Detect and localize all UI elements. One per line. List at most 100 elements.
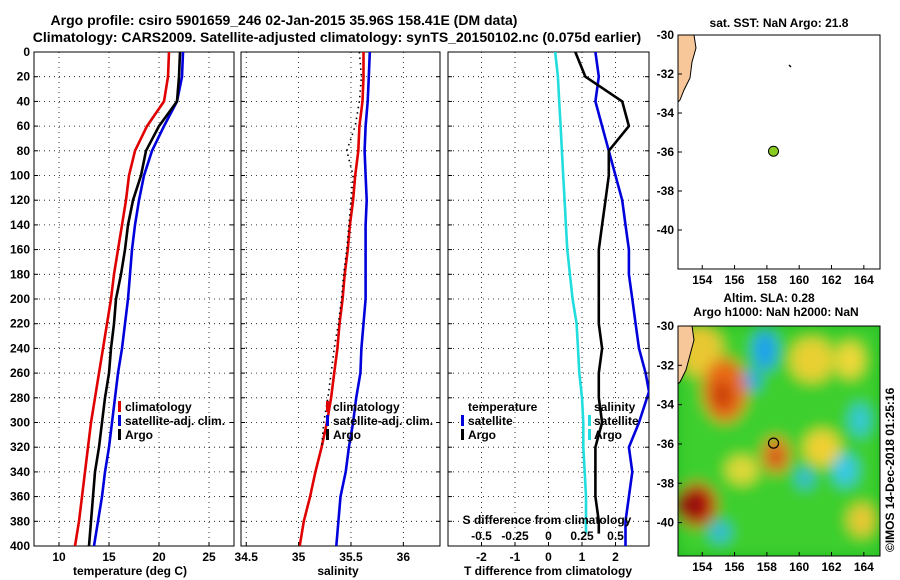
temperature-series bbox=[73, 52, 185, 546]
sst-map-title: sat. SST: NaN Argo: 21.8 bbox=[710, 16, 849, 30]
map-y-tick-label: -34 bbox=[657, 106, 675, 120]
legend-swatch-argo bbox=[326, 429, 329, 440]
legend-swatch-t-satellite bbox=[461, 415, 464, 426]
salinity-xlabel: salinity bbox=[317, 564, 359, 578]
y-tick-label: 320 bbox=[10, 440, 30, 454]
map-y-tick-label: -32 bbox=[657, 67, 675, 81]
legend-title-temperature: temperature bbox=[468, 400, 538, 414]
temperature-grid bbox=[34, 51, 234, 547]
map-y-tick-label: -34 bbox=[657, 398, 675, 412]
sla-positive-anomaly bbox=[712, 381, 732, 409]
sla-positive-anomaly bbox=[848, 504, 876, 536]
sla-heatmap bbox=[678, 326, 880, 556]
sla-negative-anomaly bbox=[833, 454, 857, 486]
y-tick-label: 40 bbox=[17, 94, 31, 108]
y-tick-label: 260 bbox=[10, 366, 30, 380]
sst-map-land bbox=[678, 35, 792, 103]
series-line-climatology bbox=[73, 52, 171, 546]
y-tick-label: 240 bbox=[10, 341, 30, 355]
difference-grid bbox=[448, 51, 649, 547]
map-x-tick-label: 154 bbox=[692, 273, 712, 287]
sla-map-title-1: Altim. SLA: 0.28 bbox=[723, 291, 815, 305]
title-line-2: Climatology: CARS2009. Satellite-adjuste… bbox=[33, 29, 641, 45]
sst-map-ticks: 154 156 158 160 162 164 -30 -32 -34 -36 -38 -40 bbox=[657, 28, 875, 287]
difference-xlabel: T difference from climatology bbox=[464, 564, 632, 578]
map-y-tick-label: -30 bbox=[657, 319, 675, 333]
sla-negative-anomaly bbox=[850, 404, 870, 436]
y-tick-label: 0 bbox=[23, 45, 30, 59]
map-y-tick-label: -40 bbox=[657, 223, 675, 237]
legend-label-satellite: satellite-adj. clim. bbox=[125, 414, 225, 428]
legend-label-t-satellite: satellite bbox=[468, 414, 513, 428]
x-tick-label: -1 bbox=[510, 550, 521, 564]
difference-legend: temperature satellite Argo salinity sate… bbox=[461, 400, 639, 442]
y-tick-label: 20 bbox=[17, 70, 31, 84]
y-tick-label: 200 bbox=[10, 292, 30, 306]
argo-position-marker bbox=[767, 437, 780, 449]
y-tick-label: 120 bbox=[10, 193, 30, 207]
series-line-salinity-satellite bbox=[553, 52, 588, 534]
map-y-tick-label: -36 bbox=[657, 437, 675, 451]
y-tick-label: 360 bbox=[10, 490, 30, 504]
legend-swatch-s-satellite bbox=[588, 415, 591, 426]
sla-negative-anomaly bbox=[710, 522, 730, 542]
salinity-panel bbox=[240, 51, 441, 547]
x-tick-label: 0 bbox=[545, 550, 552, 564]
map-x-tick-label: 162 bbox=[822, 560, 842, 574]
legend-swatch-climatology bbox=[118, 401, 121, 412]
x-tick-label: 25 bbox=[202, 550, 216, 564]
sla-positive-anomaly bbox=[681, 491, 705, 519]
map-x-tick-label: 154 bbox=[692, 560, 712, 574]
series-line-argo bbox=[320, 52, 363, 448]
x-tick-label: 35.5 bbox=[339, 550, 363, 564]
s-tick-label: -0.5 bbox=[471, 529, 492, 543]
x-tick-label: 15 bbox=[102, 550, 116, 564]
s-difference-label: S difference from climatology bbox=[463, 513, 632, 527]
legend-label-argo: Argo bbox=[125, 428, 153, 442]
map-y-tick-label: -36 bbox=[657, 145, 675, 159]
map-x-tick-label: 162 bbox=[822, 273, 842, 287]
sla-negative-anomaly bbox=[744, 370, 760, 390]
y-tick-label: 60 bbox=[17, 119, 31, 133]
sla-anomaly-field bbox=[678, 326, 880, 556]
sla-positive-anomaly bbox=[804, 430, 840, 466]
legend-swatch-t-argo bbox=[461, 429, 464, 440]
y-tick-label: 400 bbox=[10, 539, 30, 553]
legend-label-s-satellite: satellite bbox=[594, 414, 639, 428]
legend-label-t-argo: Argo bbox=[468, 428, 496, 442]
axis-ticks: 0204060801001201401601802002202402602803… bbox=[10, 45, 649, 564]
coastline bbox=[678, 35, 697, 103]
map-y-tick-label: -30 bbox=[657, 28, 675, 42]
series-line-temperature-argo bbox=[574, 52, 631, 534]
x-tick-label: -2 bbox=[476, 550, 487, 564]
y-tick-label: 100 bbox=[10, 169, 30, 183]
y-tick-label: 220 bbox=[10, 317, 30, 331]
title-line-1: Argo profile: csiro 5901659_246 02-Jan-2… bbox=[51, 12, 518, 28]
legend-swatch-satellite bbox=[118, 415, 121, 426]
series-line-temperature-satellite bbox=[594, 52, 649, 546]
copyright-stamp: ©IMOS 14-Dec-2018 01:25:16 bbox=[883, 387, 897, 552]
sla-negative-anomaly bbox=[797, 468, 813, 488]
map-x-tick-label: 158 bbox=[757, 273, 777, 287]
sla-positive-anomaly bbox=[836, 342, 864, 378]
sst-map-panel bbox=[677, 34, 881, 270]
salinity-grid bbox=[241, 51, 440, 547]
x-tick-label: 2 bbox=[612, 550, 619, 564]
x-tick-label: 34.5 bbox=[235, 550, 259, 564]
x-tick-label: 20 bbox=[152, 550, 166, 564]
salinity-legend: climatology satellite-adj. clim. Argo bbox=[326, 400, 433, 442]
salinity-series bbox=[298, 52, 372, 546]
y-tick-label: 340 bbox=[10, 465, 30, 479]
legend-swatch-satellite bbox=[326, 415, 329, 426]
legend-title-salinity: salinity bbox=[594, 400, 636, 414]
offshore-island bbox=[788, 64, 792, 68]
temperature-xlabel: temperature (deg C) bbox=[73, 564, 187, 578]
y-tick-label: 140 bbox=[10, 218, 30, 232]
series-line-climatology bbox=[298, 52, 365, 546]
sla-positive-anomaly bbox=[769, 449, 783, 467]
map-y-tick-label: -40 bbox=[657, 516, 675, 530]
map-x-tick-label: 158 bbox=[757, 560, 777, 574]
sla-map-panel bbox=[677, 325, 881, 557]
map-x-tick-label: 160 bbox=[789, 560, 809, 574]
x-tick-label: 10 bbox=[52, 550, 66, 564]
